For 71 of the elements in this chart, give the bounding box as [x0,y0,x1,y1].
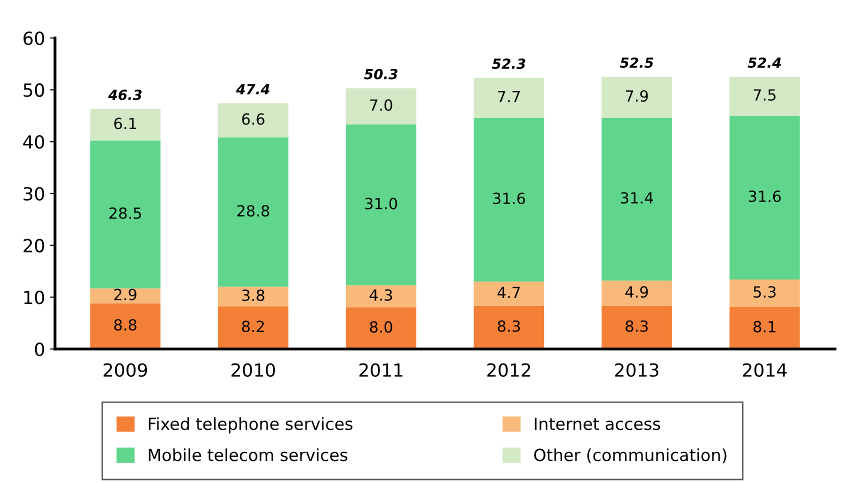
bar [730,116,800,280]
data-label: 8.3 [498,320,520,332]
y-tick-label: 20 [24,238,44,252]
data-label: 7.0 [370,99,392,111]
x-tick-label: 2014 [743,363,787,377]
bar [218,103,288,138]
data-label: 8.3 [626,320,648,332]
x-tick-label: 2013 [615,363,658,377]
legend-label: Other (communication) [534,448,726,464]
data-label: 8.1 [754,320,776,332]
data-label: 7.9 [626,90,648,102]
total-label: 47.4 [236,84,270,94]
bar [90,303,160,349]
bar [90,140,160,288]
bar [730,307,800,349]
data-label: 2.9 [114,288,136,300]
bar [602,118,672,281]
bar [218,138,288,287]
data-label: 31.6 [493,192,525,204]
bar [346,124,416,286]
data-label: 6.6 [242,113,264,125]
data-label: 31.6 [748,190,781,202]
data-label: 4.3 [370,289,392,301]
data-label: 31.0 [365,198,398,210]
bar [602,306,672,349]
x-tick-label: 2012 [487,363,530,377]
x-tick-label: 2009 [104,363,148,377]
data-label: 28.5 [109,207,141,219]
bar [346,285,416,308]
data-label: 7.7 [498,90,520,102]
data-label: 8.8 [114,319,136,331]
bar [218,286,288,306]
total-label: 52.4 [748,57,781,68]
bar [602,76,672,118]
y-tick-label: 30 [24,186,44,201]
data-label: 4.9 [625,286,648,298]
data-label: 7.5 [754,89,776,101]
bar [602,280,672,306]
total-label: 52.3 [492,58,526,69]
data-label: 8.2 [242,320,264,332]
bar [474,282,544,306]
x-tick-label: 2011 [359,363,402,377]
data-label: 4.7 [498,286,520,298]
x-tick-label: 2010 [232,363,275,377]
legend-label: Mobile telecom services [148,448,348,462]
y-tick-label: 60 [24,31,44,46]
data-label: 31.4 [620,192,653,204]
data-label: 3.8 [242,290,264,302]
y-tick-label: 10 [24,290,44,304]
bar [90,288,160,304]
data-label: 5.3 [754,286,776,298]
bar [730,280,800,308]
bar [90,109,160,141]
total-label: 46.3 [108,90,142,100]
data-label: 6.1 [114,118,136,130]
bar [346,88,416,125]
bar [474,118,544,282]
y-tick-label: 50 [24,83,44,97]
total-label: 50.3 [364,68,398,80]
total-label: 52.5 [620,57,654,68]
data-label: 8.0 [370,321,392,333]
y-tick-label: 40 [23,135,44,149]
y-tick-label: 0 [34,342,44,356]
legend-label: Fixed telephone services [148,417,352,434]
bar [730,76,800,116]
bar [474,78,544,118]
bar [218,306,288,349]
bar [346,308,416,349]
bar [474,306,544,349]
data-label: 28.8 [237,205,270,217]
legend-label: Internet access [534,418,660,430]
